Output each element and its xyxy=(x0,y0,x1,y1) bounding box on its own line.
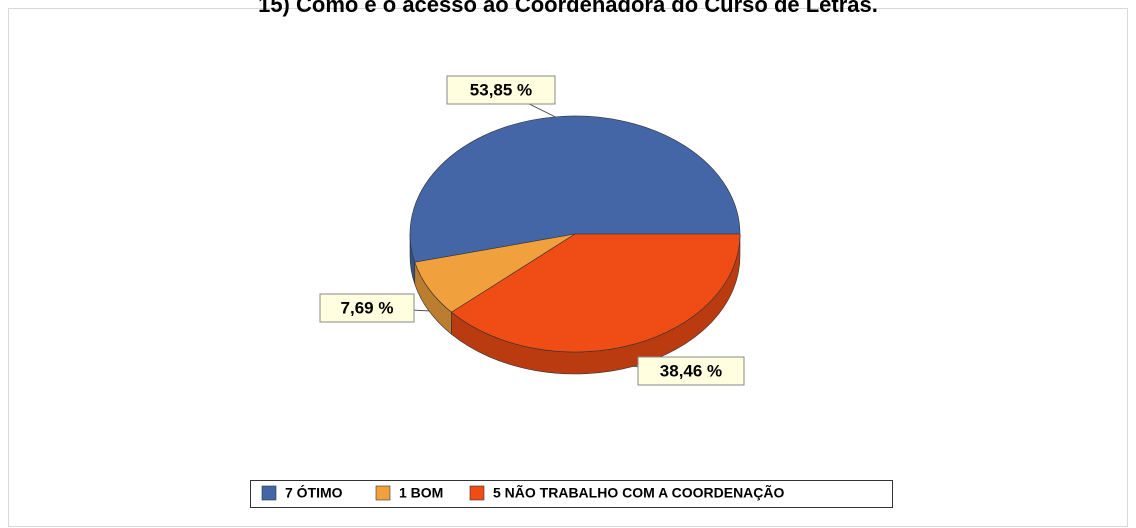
label-box xyxy=(637,356,745,386)
data-label: 53,85 % xyxy=(470,80,532,99)
legend-swatch xyxy=(261,485,277,501)
data-label: 7,69 % xyxy=(341,298,394,317)
chart-title: 15) Como é o acesso ao Coordenadora do C… xyxy=(258,0,878,17)
pie-slice xyxy=(450,233,741,353)
label-box xyxy=(319,293,415,323)
legend-box xyxy=(250,480,893,508)
legend-swatch xyxy=(469,485,485,501)
legend-swatch xyxy=(375,485,391,501)
label-box xyxy=(446,75,556,105)
data-label: 38,46 % xyxy=(660,361,722,380)
legend-label: 5 NÃO TRABALHO COM A COORDENAÇÃO xyxy=(493,484,785,501)
legend-label: 1 BOM xyxy=(399,485,443,501)
pie-slice xyxy=(409,115,741,263)
legend-label: 7 ÓTIMO xyxy=(285,484,343,501)
